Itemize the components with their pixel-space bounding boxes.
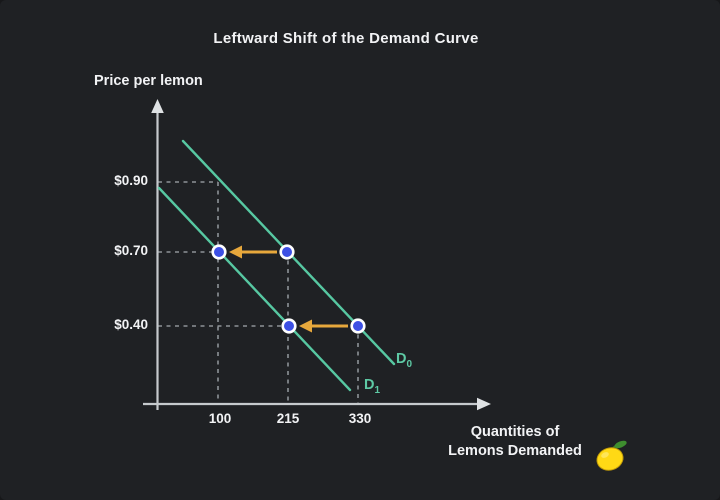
curve-label-d0: D0 <box>396 351 412 370</box>
y-tick-090: $0.90 <box>114 173 148 188</box>
lemon-icon <box>593 438 631 476</box>
x-tick-100: 100 <box>208 411 232 426</box>
lemon-leaf <box>614 440 627 449</box>
y-axis-label: Price per lemon <box>94 73 203 89</box>
shift-arrow-bottom-head-icon <box>299 319 312 333</box>
dashed-guides <box>158 181 359 404</box>
shift-arrow-top-head-icon <box>229 245 242 259</box>
x-axis-arrowhead-icon <box>477 397 491 411</box>
x-tick-330: 330 <box>348 411 372 426</box>
chart-title: Leftward Shift of the Demand Curve <box>213 30 479 47</box>
x-tick-215: 215 <box>276 411 300 426</box>
lemon-body <box>596 447 624 471</box>
curve-label-d1-base: D <box>364 377 375 393</box>
curve-label-d1: D1 <box>364 377 380 396</box>
point-q330-p040 <box>350 318 366 334</box>
point-q215-p070 <box>279 244 295 260</box>
curve-label-d0-base: D <box>396 351 407 367</box>
lemon-highlight <box>601 452 609 458</box>
y-tick-070: $0.70 <box>114 243 148 258</box>
axes <box>143 99 491 411</box>
x-axis-label: Quantities of Lemons Demanded <box>432 423 598 461</box>
curve-label-d0-sub: 0 <box>406 358 413 370</box>
marked-points <box>211 244 366 334</box>
lemon-icon-art <box>596 440 627 471</box>
point-q215-p040 <box>281 318 297 334</box>
x-axis-label-line1: Quantities of <box>470 424 560 440</box>
y-tick-040: $0.40 <box>114 317 148 332</box>
demand-curve-d1 <box>157 186 352 392</box>
y-axis-arrowhead-icon <box>151 99 164 113</box>
point-q100-p070 <box>211 244 227 260</box>
shift-arrows <box>229 245 348 333</box>
curve-label-d1-sub: 1 <box>374 384 381 396</box>
x-axis-label-line2: Lemons Demanded <box>448 443 582 459</box>
